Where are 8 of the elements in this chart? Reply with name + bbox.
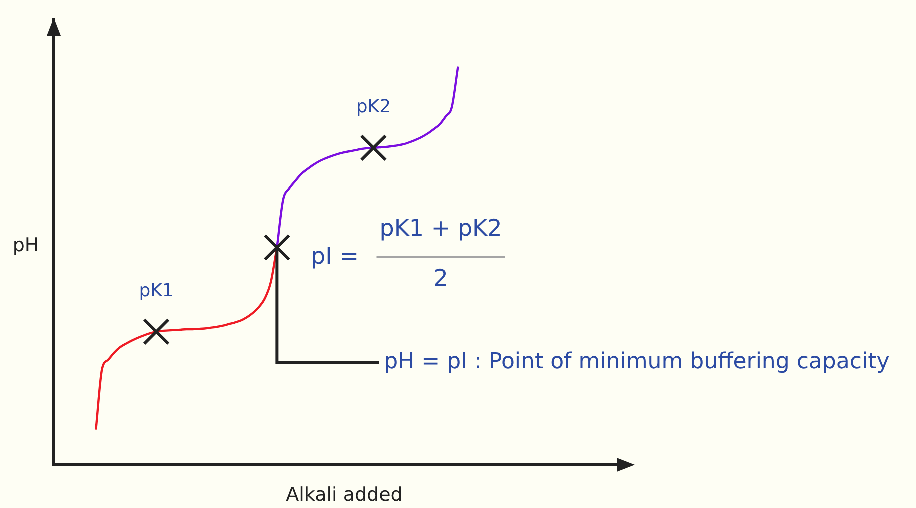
annotation: pK1 <box>139 280 174 302</box>
annotation: pK1 + pK2 <box>380 216 502 242</box>
y-axis-title: pH <box>12 234 40 256</box>
annotation: pI = <box>311 244 359 270</box>
annotation: 2 <box>434 266 448 292</box>
x-axis-title: Alkali added <box>286 484 403 506</box>
annotation: pH = pI : Point of minimum buffering capacity <box>384 349 890 374</box>
annotation: pK2 <box>356 96 392 118</box>
